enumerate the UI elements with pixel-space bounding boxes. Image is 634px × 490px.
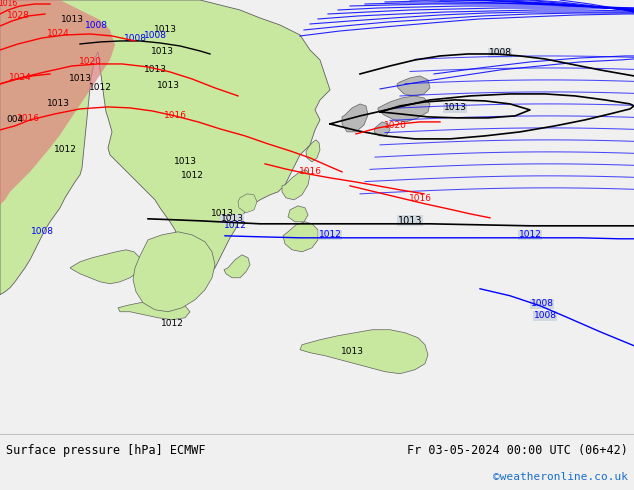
Text: 1013: 1013 [68, 74, 91, 83]
Text: 1012: 1012 [224, 221, 247, 230]
Text: 1024: 1024 [9, 74, 31, 82]
Text: 1016: 1016 [408, 195, 432, 203]
Text: 1024: 1024 [47, 29, 69, 39]
Text: 1013: 1013 [340, 347, 363, 356]
Text: 1020: 1020 [384, 122, 406, 130]
Polygon shape [378, 96, 430, 122]
Text: 1012: 1012 [318, 230, 342, 239]
Text: 1008: 1008 [489, 49, 512, 57]
Text: 1008: 1008 [84, 22, 108, 30]
Text: 1013: 1013 [210, 209, 233, 219]
Text: ©weatheronline.co.uk: ©weatheronline.co.uk [493, 472, 628, 482]
Text: 1016: 1016 [299, 168, 321, 176]
Text: 1012: 1012 [519, 230, 541, 239]
Polygon shape [300, 330, 428, 374]
Text: 1028: 1028 [6, 11, 29, 21]
Text: 1013: 1013 [153, 25, 176, 34]
Text: 1013: 1013 [46, 99, 70, 108]
Text: 1008: 1008 [533, 311, 557, 320]
Polygon shape [288, 206, 308, 222]
Text: 1008: 1008 [143, 31, 167, 41]
Text: 1013: 1013 [157, 81, 179, 91]
Polygon shape [70, 250, 142, 284]
Text: 1016: 1016 [16, 114, 39, 123]
Text: Surface pressure [hPa] ECMWF: Surface pressure [hPa] ECMWF [6, 444, 205, 457]
Text: 1013: 1013 [221, 214, 243, 223]
Text: 1013: 1013 [150, 48, 174, 56]
Text: 1013: 1013 [174, 157, 197, 167]
Polygon shape [283, 222, 318, 252]
Polygon shape [282, 170, 310, 200]
Polygon shape [342, 104, 368, 132]
Polygon shape [133, 232, 215, 312]
Polygon shape [118, 300, 190, 320]
Text: 004: 004 [6, 116, 23, 124]
Text: 1012: 1012 [181, 172, 204, 180]
Text: 1020: 1020 [79, 57, 101, 67]
Text: 1012: 1012 [53, 146, 77, 154]
Text: 1013: 1013 [143, 66, 167, 74]
Polygon shape [306, 140, 320, 162]
Polygon shape [238, 194, 257, 213]
Text: 1013: 1013 [444, 103, 467, 112]
Text: 1016: 1016 [0, 0, 18, 8]
Text: 1016: 1016 [164, 111, 186, 121]
Polygon shape [224, 255, 250, 278]
Polygon shape [397, 76, 430, 96]
Text: 1012: 1012 [160, 319, 183, 328]
Text: 1008: 1008 [124, 34, 146, 44]
Text: 1013: 1013 [60, 16, 84, 24]
Text: Fr 03-05-2024 00:00 UTC (06+42): Fr 03-05-2024 00:00 UTC (06+42) [407, 444, 628, 457]
Polygon shape [0, 0, 330, 295]
Text: 1008: 1008 [30, 227, 53, 236]
Text: 1012: 1012 [89, 83, 112, 93]
Polygon shape [374, 122, 390, 136]
Text: 1013: 1013 [398, 216, 422, 226]
Polygon shape [0, 0, 115, 205]
Text: 1008: 1008 [531, 299, 553, 308]
